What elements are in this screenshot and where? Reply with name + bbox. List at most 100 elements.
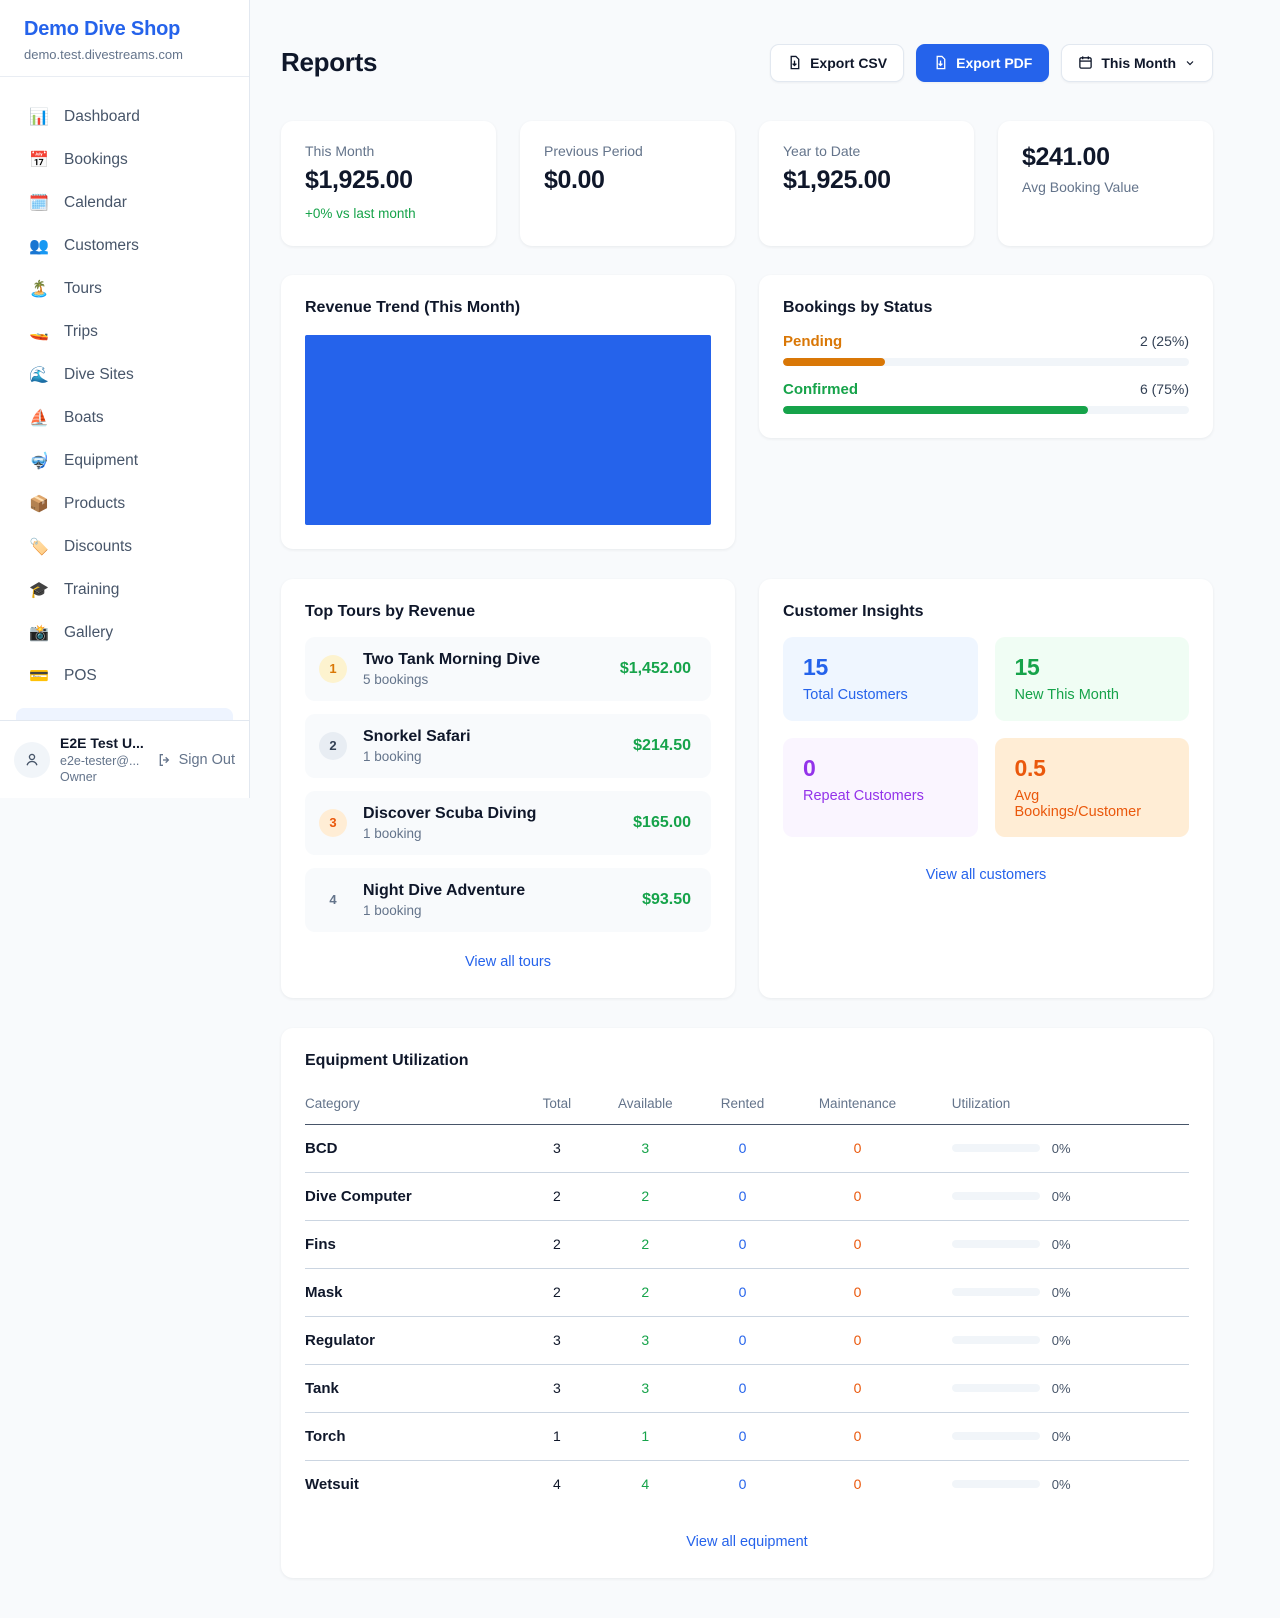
cell-maintenance: 0 (791, 1268, 924, 1317)
tours-icon: 🏝️ (29, 280, 49, 298)
insight-label: Repeat Customers (803, 787, 924, 804)
sidebar-item-label: Products (64, 494, 126, 512)
cell-maintenance: 0 (853, 1476, 862, 1493)
sidebar-item-label: Gallery (64, 623, 114, 641)
sign-out-button[interactable]: Sign Out (157, 752, 235, 768)
cell-category: Wetsuit (305, 1475, 359, 1493)
insight-tile: 0.5 Avg Bookings/Customer (994, 737, 1189, 837)
cell-total: 2 (517, 1220, 597, 1269)
rank-badge: 1 (319, 654, 347, 683)
tour-amount: $165.00 (633, 813, 691, 831)
col-maintenance: Maintenance (791, 1089, 924, 1125)
cell-maintenance: 0 (791, 1220, 924, 1269)
sidebar-item-reports-active[interactable] (16, 708, 233, 721)
sidebar-item-tours[interactable]: 🏝️ Tours (16, 267, 233, 310)
tour-info: Discover Scuba Diving 1 booking (363, 805, 536, 841)
view-all-tours-link[interactable]: View all tours (305, 950, 711, 974)
view-all-customers-link[interactable]: View all customers (783, 863, 1189, 887)
brand-name[interactable]: Demo Dive Shop (24, 18, 181, 40)
sidebar-item-label: Calendar (64, 193, 127, 211)
revenue-trend-title: Revenue Trend (This Month) (305, 298, 521, 316)
view-all-equipment-link[interactable]: View all equipment (305, 1530, 1189, 1554)
tour-name: Two Tank Morning Dive (363, 650, 541, 668)
customers-icon: 👥 (29, 237, 49, 255)
sidebar-item-label: Training (64, 580, 120, 598)
utilization-percent: 0% (1051, 1188, 1071, 1204)
sidebar-item-discounts[interactable]: 🏷️ Discounts (16, 525, 233, 568)
cell-rented: 0 (693, 1316, 792, 1365)
cell-available: 3 (596, 1316, 694, 1365)
utilization-bar (951, 1288, 1040, 1297)
stat-delta: +0% vs last month (305, 205, 416, 221)
tour-amount: $93.50 (642, 890, 691, 908)
stat-label: This Month (305, 142, 375, 159)
revenue-trend-chart (305, 334, 711, 525)
boats-icon: ⛵ (29, 409, 49, 427)
table-row: Fins 2 2 0 0 0% (305, 1220, 1189, 1269)
sidebar-item-label: Discounts (64, 537, 133, 555)
cell-available: 2 (596, 1220, 694, 1269)
sign-out-label: Sign Out (178, 751, 235, 768)
period-dropdown[interactable]: This Month (1061, 43, 1213, 82)
bookings-status-list: Pending 2 (25%) Confirmed 6 (75%) (783, 333, 1189, 414)
sidebar-item-gallery[interactable]: 📸 Gallery (16, 611, 233, 654)
sidebar-item-pos[interactable]: 💳 POS (16, 654, 233, 697)
person-icon (26, 753, 38, 766)
sidebar-item-dive-sites[interactable]: 🌊 Dive Sites (16, 353, 233, 396)
sidebar-item-calendar[interactable]: 🗓️ Calendar (16, 181, 233, 224)
rank-badge: 4 (329, 892, 337, 908)
status-count: 2 (25%) (1139, 332, 1189, 349)
sidebar-item-label: Tours (64, 279, 102, 297)
stat-card: This Month $1,925.00 +0% vs last month (281, 120, 496, 246)
cell-total: 4 (553, 1476, 561, 1493)
user-info: E2E Test U... e2e-tester@... Owner (60, 734, 147, 785)
status-progress-track (783, 357, 1189, 366)
cell-utilization: 0% (923, 1124, 1189, 1173)
sidebar-item-label: Boats (64, 408, 104, 426)
insight-tile: 15 Total Customers (783, 636, 978, 721)
sidebar-item-products[interactable]: 📦 Products (16, 482, 233, 525)
pos-icon: 💳 (29, 667, 49, 685)
cell-available: 2 (596, 1268, 694, 1317)
cell-available: 3 (596, 1124, 694, 1173)
stat-card: Year to Date $1,925.00 (759, 120, 974, 246)
sidebar-item-trips[interactable]: 🚤 Trips (16, 310, 233, 353)
cell-available: 4 (641, 1476, 650, 1493)
sidebar-item-training[interactable]: 🎓 Training (16, 568, 233, 611)
status-progress-fill (783, 357, 885, 366)
cell-rented: 0 (693, 1364, 792, 1413)
utilization-bar (951, 1336, 1040, 1345)
customer-insights-card: Customer Insights 15 Total Customers 15 New… (759, 578, 1213, 998)
utilization-percent: 0% (1051, 1284, 1071, 1300)
customer-insights-tiles: 15 Total Customers 15 New This Month 0 Repeat… (783, 636, 1189, 837)
page-title: Reports (281, 47, 378, 78)
insight-value: 15 (1014, 653, 1040, 680)
utilization-percent: 0% (1051, 1140, 1071, 1156)
export-pdf-label: Export PDF (956, 54, 1033, 71)
page-header: Reports Export CSV Export PDF (281, 30, 1213, 96)
tour-amount: $1,452.00 (619, 659, 691, 677)
cell-total: 2 (517, 1268, 597, 1317)
export-pdf-button[interactable]: Export PDF (916, 43, 1050, 82)
sidebar-item-customers[interactable]: 👥 Customers (16, 224, 233, 267)
top-tours-list: 1 Two Tank Morning Dive 5 bookings $1,452.0… (305, 636, 711, 932)
sidebar-item-equipment[interactable]: 🤿 Equipment (16, 439, 233, 482)
sidebar-item-boats[interactable]: ⛵ Boats (16, 396, 233, 439)
sidebar-item-dashboard[interactable]: 📊 Dashboard (16, 95, 233, 138)
main-area: Reports Export CSV Export PDF (250, 0, 1280, 1618)
export-csv-button[interactable]: Export CSV (770, 43, 905, 82)
top-tours-title: Top Tours by Revenue (305, 602, 476, 620)
status-label: Pending (783, 332, 843, 350)
cell-maintenance: 0 (791, 1364, 924, 1413)
table-header-row: Category Total Available Rented Maintena… (305, 1089, 1189, 1125)
table-row: Torch 1 1 0 0 0% (305, 1412, 1189, 1461)
cell-rented: 0 (693, 1268, 792, 1317)
utilization-bar (951, 1384, 1040, 1393)
cell-maintenance: 0 (791, 1316, 924, 1365)
utilization-wrap: 0% (924, 1189, 1189, 1204)
sidebar-item-bookings[interactable]: 📅 Bookings (16, 138, 233, 181)
cell-available: 2 (596, 1172, 694, 1221)
col-available: Available (596, 1089, 694, 1125)
cell-rented: 0 (738, 1476, 747, 1493)
sidebar-item-label: Equipment (64, 451, 139, 469)
